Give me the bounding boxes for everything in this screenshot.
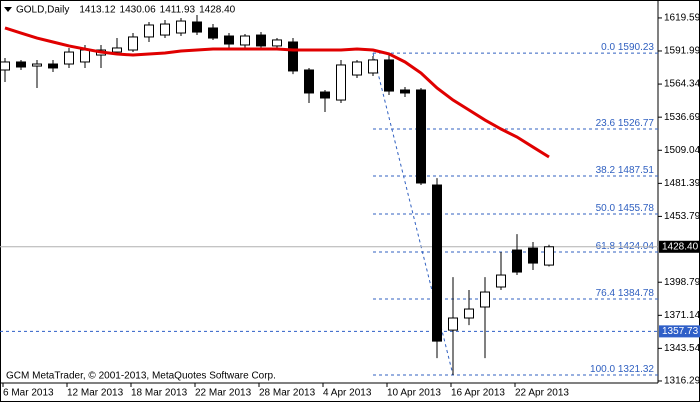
candle-body [272, 39, 282, 47]
candle-body [144, 24, 154, 38]
fib-price: 1455.78 [618, 203, 655, 214]
candle-body [16, 61, 26, 68]
candle-body [480, 291, 490, 308]
fib-label: 50.0 1455.78 [596, 203, 655, 214]
candle-body [432, 184, 442, 342]
y-tick-label: 1453.79 [664, 211, 700, 222]
footer: GCM MetaTrader, © 2001-2013, MetaQuotes … [6, 371, 276, 382]
x-tick-label: 6 Mar 2013 [3, 388, 54, 399]
candle-body [208, 27, 218, 39]
candle-body [240, 35, 250, 46]
candle-body [176, 20, 186, 34]
candle-body [544, 246, 554, 266]
candle-body [416, 89, 426, 184]
quote-value: 1411.93 [160, 5, 196, 16]
y-tick-label: 1343.54 [664, 343, 700, 354]
last-price-box [659, 240, 700, 253]
fib-price: 1384.78 [618, 288, 655, 299]
chart-title: GOLD,Daily [16, 5, 69, 16]
fib-label: 76.4 1384.78 [596, 288, 655, 299]
y-tick-label: 1619.59 [664, 13, 700, 24]
fib-ratio: 61.8 [596, 241, 616, 252]
fib-label: 100.0 1321.32 [590, 364, 654, 375]
fib-ratio: 76.4 [596, 288, 616, 299]
fib-ratio: 100.0 [590, 364, 615, 375]
candle-body [336, 64, 346, 101]
x-tick-label: 10 Apr 2013 [387, 388, 441, 399]
y-tick-label: 1564.34 [664, 79, 700, 90]
candle-body [192, 21, 202, 33]
candle-body [256, 34, 266, 47]
quote-value: 1428.40 [199, 5, 236, 16]
y-tick-label: 1371.14 [664, 310, 700, 321]
fib-price: 1487.51 [618, 165, 655, 176]
candle-body [528, 247, 538, 264]
y-tick-label: 1536.69 [664, 112, 700, 123]
candle-body [496, 274, 506, 288]
candle-body [112, 47, 122, 53]
candle-body [384, 59, 394, 92]
last-price-label: 1428.40 [662, 241, 699, 252]
x-tick-label: 4 Apr 2013 [323, 388, 372, 399]
fib-price: 1526.77 [618, 118, 655, 129]
candle-body [80, 49, 90, 63]
menu-triangle [4, 7, 12, 12]
fib-ratio: 23.6 [596, 118, 616, 129]
x-tick-label: 22 Apr 2013 [515, 388, 569, 399]
candle-body [352, 61, 362, 76]
fib-label: 38.2 1487.51 [596, 165, 655, 176]
candle-body [512, 249, 522, 273]
fib-ratio: 38.2 [596, 165, 616, 176]
x-tick-label: 12 Mar 2013 [67, 388, 124, 399]
candle-body [128, 36, 138, 51]
candle-body [160, 23, 170, 36]
y-tick-label: 1591.99 [664, 46, 700, 57]
quote-value: 1430.06 [120, 5, 157, 16]
candle-body [288, 41, 298, 72]
y-tick-label: 1509.04 [664, 145, 700, 156]
y-tick-label: 1481.39 [664, 178, 700, 189]
x-tick-label: 28 Mar 2013 [259, 388, 316, 399]
fib-price: 1424.04 [618, 241, 655, 252]
y-tick-label: 1398.79 [664, 277, 700, 288]
candle-body [368, 59, 378, 74]
candle-body [400, 89, 410, 94]
candle-body [64, 51, 74, 65]
candle-body [32, 63, 42, 67]
candle-body [0, 61, 10, 71]
moving-average [4, 26, 550, 159]
x-tick-label: 16 Apr 2013 [451, 388, 505, 399]
fib-ratio: 0.0 [601, 42, 615, 53]
quote-value: 1413.12 [79, 5, 116, 16]
fib-label: 61.8 1424.04 [596, 241, 655, 252]
fib-label: 23.6 1526.77 [596, 118, 655, 129]
candle-body [448, 317, 458, 331]
y-tick-label: 1316.29 [664, 376, 700, 387]
candle-body [320, 91, 330, 99]
candle-body [48, 63, 58, 69]
candle-body [304, 69, 314, 94]
fib-ratio: 50.0 [596, 203, 616, 214]
candle-body [224, 35, 234, 45]
x-tick-label: 22 Mar 2013 [195, 388, 252, 399]
fib-price: 1321.32 [618, 364, 655, 375]
hline-label: 1357.73 [662, 326, 699, 337]
fib-price: 1590.23 [618, 42, 655, 53]
candle-body [464, 308, 474, 319]
hline-label-box [659, 325, 700, 338]
fib-label: 0.0 1590.23 [601, 42, 654, 53]
x-tick-label: 18 Mar 2013 [131, 388, 188, 399]
